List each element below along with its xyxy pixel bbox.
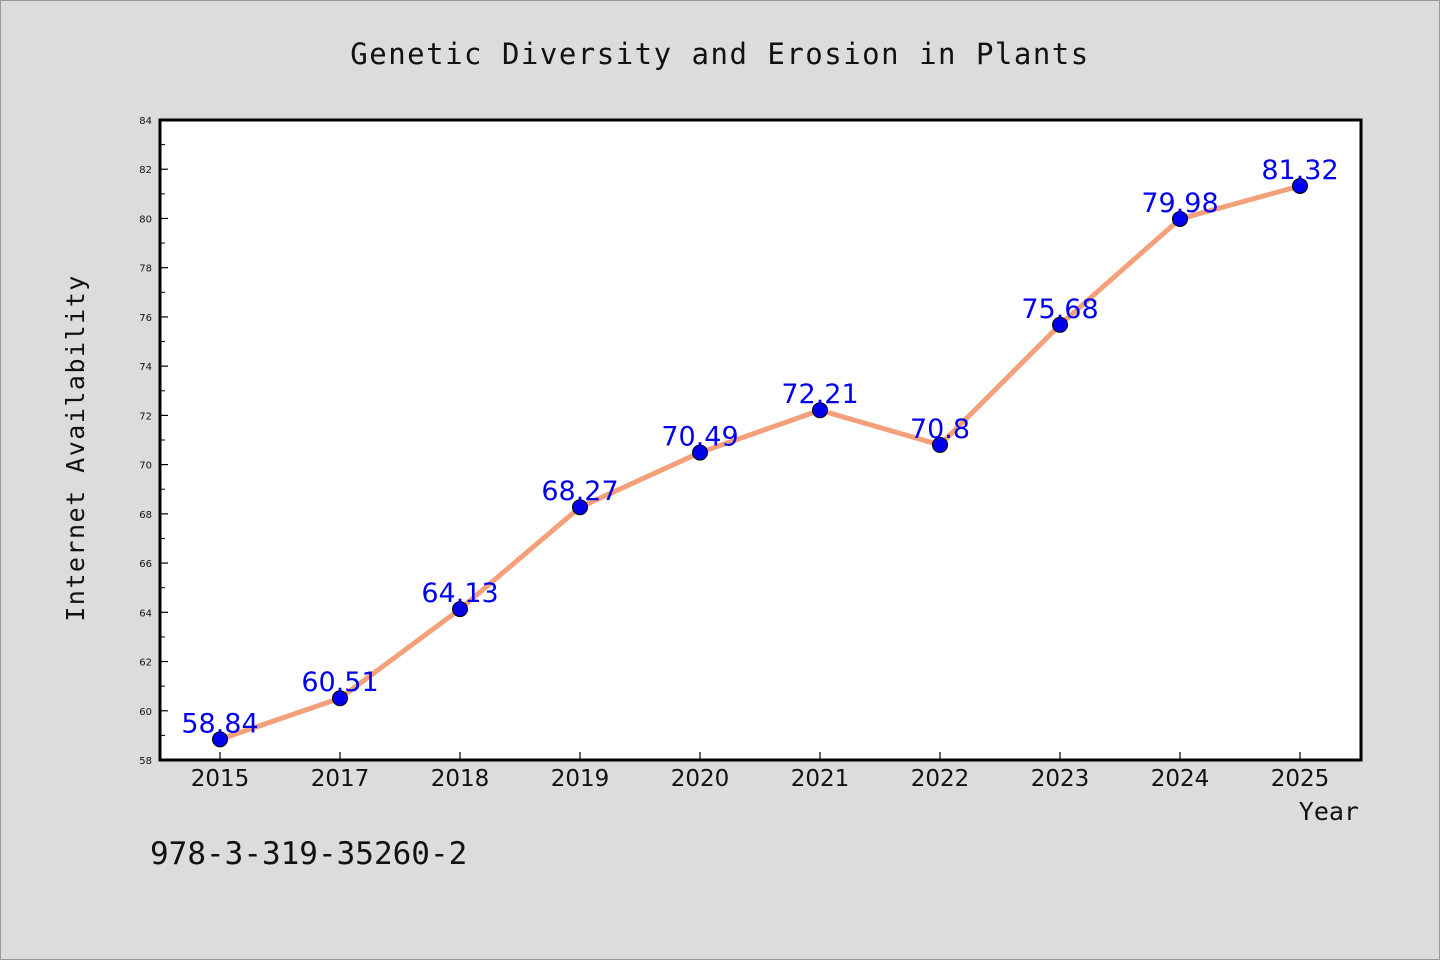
series-line-group	[212, 177, 1308, 748]
y-tick-label: 84	[139, 116, 152, 127]
y-tick-label: 78	[139, 264, 152, 275]
isbn-annotation: 978-3-319-35260-2	[150, 836, 467, 872]
data-label-group: 58.84 60.51 64.13 68.27 70.49 72.21 70.8 75.68 7…	[181, 155, 1338, 739]
data-point	[1292, 177, 1308, 194]
x-tick-label: 2019	[551, 766, 610, 792]
x-tick-label: 2021	[791, 766, 850, 792]
y-axis-label: Internet Availability	[61, 274, 90, 622]
data-label: 70.8	[910, 414, 970, 445]
data-label: 58.84	[181, 708, 258, 739]
y-tick-label: 76	[139, 313, 152, 324]
x-axis-label: Year	[1299, 797, 1359, 826]
x-tick-label: 2023	[1031, 766, 1090, 792]
data-label: 81.32	[1261, 155, 1338, 186]
data-point	[212, 731, 228, 748]
data-point	[692, 444, 708, 461]
x-tick-label: 2025	[1271, 766, 1330, 792]
x-tick-label: 2024	[1151, 766, 1210, 792]
chart-title: Genetic Diversity and Erosion in Plants	[350, 37, 1089, 71]
data-point	[1172, 210, 1188, 227]
y-tick-label: 62	[139, 658, 152, 669]
data-point	[812, 402, 828, 419]
y-tick-label: 58	[139, 756, 152, 767]
plot-area	[158, 118, 1363, 762]
x-tick-label: 2018	[431, 766, 490, 792]
y-tick-label: 64	[139, 608, 152, 619]
y-tick-label: 72	[139, 411, 152, 422]
data-point	[1052, 316, 1068, 333]
data-label: 60.51	[301, 667, 378, 698]
y-tick-label: 68	[139, 510, 152, 521]
y-tick-label: 70	[139, 461, 152, 472]
data-label: 64.13	[421, 578, 498, 609]
y-tick-label: 82	[139, 165, 152, 176]
data-point	[452, 601, 468, 618]
data-point	[332, 690, 348, 707]
data-label: 68.27	[541, 476, 618, 507]
x-axis: 2015 2017 2018 2019 2020 2021 2022 2023 2024 2025	[191, 752, 1330, 792]
data-label: 75.68	[1021, 294, 1098, 325]
x-tick-label: 2022	[911, 766, 970, 792]
y-tick-label: 74	[139, 362, 152, 373]
y-axis: 58 60 62 64 66 68 70 72 74 76 78 80 82 84	[139, 116, 168, 767]
data-label: 72.21	[781, 379, 858, 410]
x-tick-label: 2017	[311, 766, 370, 792]
y-tick-label: 60	[139, 707, 152, 718]
data-point	[932, 436, 948, 453]
x-tick-label: 2020	[671, 766, 730, 792]
data-point	[572, 499, 588, 516]
y-tick-label: 66	[139, 559, 152, 570]
data-label: 70.49	[661, 422, 738, 453]
x-tick-label: 2015	[191, 766, 250, 792]
data-label: 79.98	[1141, 188, 1218, 219]
series-line	[217, 183, 1303, 742]
y-tick-label: 80	[139, 214, 152, 225]
